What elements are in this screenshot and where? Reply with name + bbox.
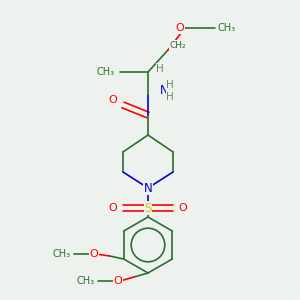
Text: CH₃: CH₃ — [77, 276, 95, 286]
Text: O: O — [114, 276, 122, 286]
Text: H: H — [166, 92, 174, 102]
Text: O: O — [178, 203, 188, 213]
Text: O: O — [109, 95, 117, 105]
Text: H: H — [166, 80, 174, 90]
Text: S: S — [144, 202, 152, 214]
Text: N: N — [144, 182, 152, 194]
Text: N: N — [160, 85, 169, 98]
Text: O: O — [89, 249, 98, 259]
Text: CH₃: CH₃ — [97, 67, 115, 77]
Text: CH₃: CH₃ — [218, 23, 236, 33]
Text: H: H — [156, 64, 164, 74]
Text: CH₃: CH₃ — [53, 249, 71, 259]
Text: CH₂: CH₂ — [170, 40, 186, 50]
Text: O: O — [109, 203, 117, 213]
Text: O: O — [176, 23, 184, 33]
